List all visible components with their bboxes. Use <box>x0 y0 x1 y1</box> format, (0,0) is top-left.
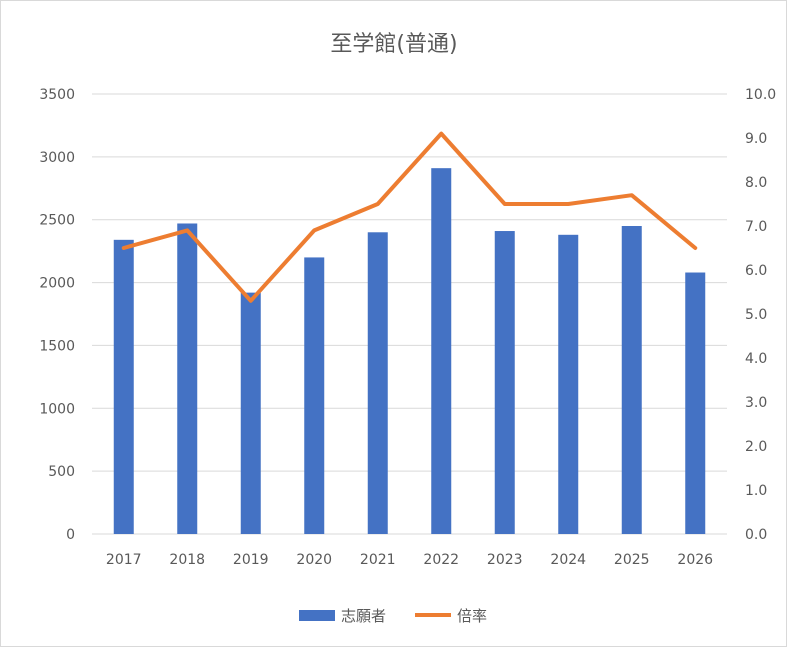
legend: 志願者 倍率 <box>299 607 487 625</box>
bar <box>113 239 134 535</box>
left-axis-tick-label: 3500 <box>39 87 75 103</box>
right-axis-tick-label: 2.0 <box>745 439 767 455</box>
left-axis-tick-label: 1500 <box>39 338 75 354</box>
x-axis-tick-label: 2019 <box>233 552 269 568</box>
bar <box>367 232 388 535</box>
legend-label-applicants: 志願者 <box>341 607 386 625</box>
right-axis-tick-label: 5.0 <box>745 307 767 323</box>
x-axis-tick-label: 2026 <box>677 552 713 568</box>
right-axis-tick-label: 9.0 <box>745 131 767 147</box>
chart-title: 至学館(普通) <box>330 32 457 57</box>
x-axis-tick-label: 2017 <box>106 552 142 568</box>
ratio-line <box>121 131 698 303</box>
right-axis-tick-label: 1.0 <box>745 483 767 499</box>
x-axis-tick-label: 2020 <box>296 552 332 568</box>
right-axis-tick-label: 0.0 <box>745 527 767 543</box>
left-axis-tick-label: 2500 <box>39 213 75 229</box>
line-series <box>121 131 698 303</box>
left-axis-tick-label: 2000 <box>39 276 75 292</box>
x-axis-tick-label: 2021 <box>360 552 396 568</box>
bar <box>685 272 706 534</box>
x-axis-tick-label: 2022 <box>423 552 459 568</box>
legend-swatch-applicants <box>299 610 335 621</box>
bar <box>621 226 642 534</box>
x-axis-tick-label: 2024 <box>550 552 586 568</box>
right-axis-tick-label: 10.0 <box>745 87 776 103</box>
gridlines <box>92 93 727 535</box>
left-axis-tick-label: 500 <box>48 464 75 480</box>
left-axis-ticks: 0 500 1000 1500 2000 2500 3000 3500 <box>39 87 75 543</box>
x-axis-tick-label: 2023 <box>487 552 523 568</box>
bar <box>177 223 198 534</box>
left-axis-tick-label: 3000 <box>39 150 75 166</box>
bar <box>494 231 515 534</box>
x-axis-ticks: 2017 2018 2019 2020 2021 2022 2023 2024 2025 2026 <box>106 552 713 568</box>
bar <box>431 168 452 534</box>
legend-label-ratio: 倍率 <box>457 607 487 625</box>
right-axis-tick-label: 8.0 <box>745 175 767 191</box>
right-axis-tick-label: 6.0 <box>745 263 767 279</box>
x-axis-tick-label: 2025 <box>614 552 650 568</box>
bar-series <box>113 168 706 535</box>
right-axis-tick-label: 4.0 <box>745 351 767 367</box>
right-axis-ticks: 0.0 1.0 2.0 3.0 4.0 5.0 6.0 7.0 8.0 9.0 10.0 <box>745 87 776 543</box>
right-axis-tick-label: 7.0 <box>745 219 767 235</box>
x-axis-tick-label: 2018 <box>169 552 205 568</box>
right-axis-tick-label: 3.0 <box>745 395 767 411</box>
bar <box>240 292 261 534</box>
left-axis-tick-label: 0 <box>66 527 75 543</box>
left-axis-tick-label: 1000 <box>39 401 75 417</box>
bar <box>304 257 325 534</box>
bar <box>558 234 579 535</box>
